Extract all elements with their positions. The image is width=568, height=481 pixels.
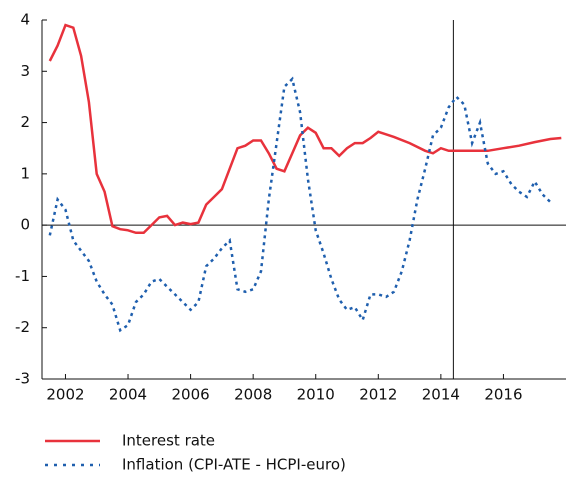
y-tick-label: -3 xyxy=(15,370,30,388)
x-tick-label: 2004 xyxy=(109,386,147,404)
x-tick-label: 2006 xyxy=(172,386,210,404)
x-tick-label: 2008 xyxy=(234,386,272,404)
x-tick-label: 2010 xyxy=(297,386,335,404)
y-tick-label: -2 xyxy=(15,318,30,336)
legend-label: Inflation (CPI-ATE - HCPI-euro) xyxy=(122,456,346,474)
x-tick-label: 2014 xyxy=(422,386,460,404)
y-tick-label: 1 xyxy=(20,164,30,182)
x-tick-label: 2002 xyxy=(46,386,84,404)
y-tick-label: 4 xyxy=(20,11,30,29)
legend-label: Interest rate xyxy=(122,432,215,450)
x-tick-label: 2016 xyxy=(484,386,522,404)
data-line xyxy=(48,23,562,235)
data-line xyxy=(48,76,552,333)
y-tick-label: -1 xyxy=(15,267,30,285)
y-tick-label: 3 xyxy=(20,62,30,80)
y-tick-label: 0 xyxy=(20,216,30,234)
x-tick-label: 2012 xyxy=(359,386,397,404)
y-tick-label: 2 xyxy=(20,113,30,131)
